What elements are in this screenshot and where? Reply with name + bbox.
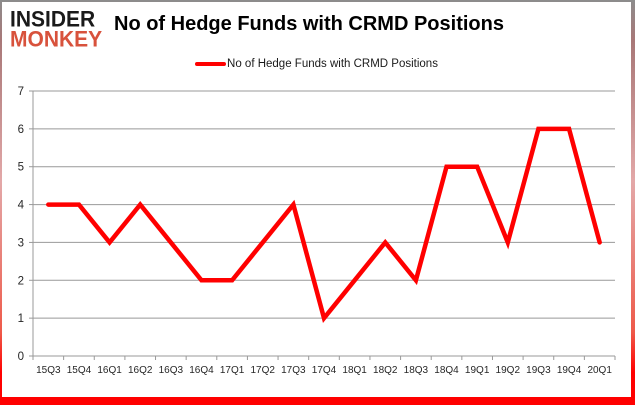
x-tick-label: 19Q4: [557, 365, 582, 376]
x-tick-label: 16Q4: [189, 365, 214, 376]
legend-line-swatch: [195, 62, 227, 66]
logo-text-insider: INSIDER: [10, 7, 96, 32]
legend-label: No of Hedge Funds with CRMD Positions: [227, 58, 438, 70]
chart-legend: No of Hedge Funds with CRMD Positions: [2, 58, 631, 70]
y-tick-label: 2: [18, 275, 24, 287]
logo-text-monkey: MONKEY: [10, 27, 103, 52]
chart-card: INSIDER MONKEY No of Hedge Funds with CR…: [2, 2, 631, 397]
y-tick-label: 1: [18, 313, 24, 325]
x-tick-label: 17Q2: [251, 365, 276, 376]
x-tick-label: 20Q1: [587, 365, 612, 376]
x-tick-label: 19Q1: [465, 365, 490, 376]
x-tick-label: 15Q4: [67, 365, 92, 376]
x-tick-label: 16Q3: [159, 365, 184, 376]
x-tick-label: 19Q3: [526, 365, 551, 376]
y-tick-label: 6: [18, 124, 24, 136]
x-tick-label: 17Q1: [220, 365, 245, 376]
y-tick-label: 4: [18, 200, 25, 212]
y-tick-label: 7: [18, 86, 24, 98]
x-tick-label: 17Q4: [312, 365, 337, 376]
chart-title: No of Hedge Funds with CRMD Positions: [114, 13, 504, 35]
y-tick-label: 0: [18, 351, 24, 363]
x-tick-label: 18Q2: [373, 365, 398, 376]
x-tick-label: 18Q1: [342, 365, 367, 376]
x-tick-label: 17Q3: [281, 365, 306, 376]
x-tick-label: 16Q1: [97, 365, 122, 376]
x-tick-label: 18Q4: [434, 365, 459, 376]
y-tick-label: 5: [18, 162, 24, 174]
x-tick-label: 16Q2: [128, 365, 153, 376]
y-tick-label: 3: [18, 237, 24, 249]
data-line-no-of-hedge-funds-with-crmd-positions: [46, 126, 602, 323]
x-tick-label: 18Q3: [404, 365, 429, 376]
line-chart-canvas: 0 1 2 3 4 5 6 7 15Q3 15Q4 16Q1 16Q2 16Q3 16Q4 17Q1 17Q2…: [18, 86, 616, 376]
x-tick-label: 15Q3: [36, 365, 61, 376]
insider-monkey-logo: INSIDER MONKEY: [10, 7, 103, 52]
x-tick-label: 19Q2: [496, 365, 521, 376]
